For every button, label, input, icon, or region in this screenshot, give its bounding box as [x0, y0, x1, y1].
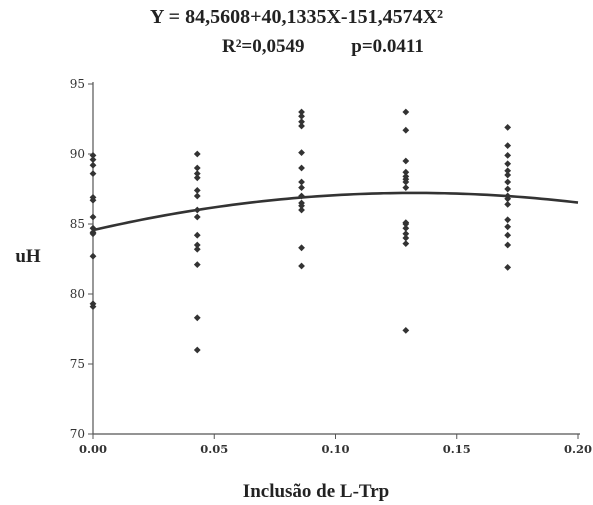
data-point [504, 178, 512, 186]
data-point [193, 164, 201, 172]
data-point [504, 264, 512, 271]
data-point [193, 314, 201, 322]
data-point [402, 327, 410, 334]
data-point [298, 178, 305, 186]
y-tick-label: 90 [70, 147, 85, 161]
data-point [89, 170, 97, 177]
data-point [193, 241, 201, 249]
chart-axes: 70 75 80 85 90 95 0.00 0.05 0.10 0.15 0.20 [70, 77, 592, 456]
data-point [89, 213, 97, 221]
data-point [402, 230, 410, 238]
data-point [402, 240, 410, 247]
data-point [89, 252, 97, 260]
data-point [504, 124, 512, 131]
data-point [298, 108, 305, 116]
data-point [298, 202, 305, 210]
fitted-curve-line [92, 191, 579, 232]
data-point [504, 171, 512, 179]
fitted-curve-group [92, 191, 579, 232]
data-point [504, 185, 512, 193]
data-point [193, 346, 201, 354]
data-point [193, 174, 201, 182]
data-point [402, 108, 410, 116]
data-point [193, 150, 201, 158]
data-point [89, 224, 97, 232]
data-point [298, 112, 305, 120]
r-squared-label: R²=0,0549 [222, 36, 305, 57]
p-value-label: p=0.0411 [351, 36, 424, 57]
y-tick-label: 85 [70, 217, 85, 231]
chart-title-equation: Y = 84,5608+40,1335X-151,4574X² [149, 6, 444, 28]
x-tick-label: 0.15 [443, 442, 471, 456]
data-point [298, 184, 305, 191]
data-point [298, 122, 305, 130]
data-point [298, 164, 305, 172]
data-point [298, 149, 305, 156]
data-point [504, 241, 512, 249]
data-point [193, 261, 201, 268]
x-tick-label: 0.00 [79, 442, 107, 456]
data-point [298, 262, 305, 270]
data-point [193, 192, 201, 200]
y-tick-label: 75 [70, 357, 85, 371]
data-point [402, 184, 410, 191]
x-axis-title: Inclusão de L-Trp [243, 481, 389, 502]
data-point [89, 161, 97, 169]
data-point [193, 245, 201, 253]
data-point [298, 206, 305, 214]
data-point [89, 230, 97, 238]
data-point [504, 201, 512, 208]
data-point [504, 223, 512, 231]
data-point [193, 231, 201, 239]
data-point [402, 219, 410, 226]
data-points [89, 108, 512, 354]
y-tick-label: 95 [70, 77, 85, 91]
data-point [504, 160, 512, 168]
y-tick-label: 80 [70, 287, 85, 301]
data-point [504, 216, 512, 224]
data-point [504, 152, 512, 159]
data-point [89, 156, 97, 163]
x-tick-label: 0.05 [200, 442, 228, 456]
data-point [504, 167, 512, 175]
data-point [402, 168, 410, 176]
data-point [402, 157, 410, 165]
data-point [402, 175, 410, 183]
y-axis-title: uH [15, 246, 41, 267]
chart-subtitle-stats: R²=0,0549 p=0.0411 [92, 36, 424, 58]
data-point [504, 231, 512, 239]
data-point [402, 234, 410, 242]
data-point [193, 213, 201, 221]
data-point [504, 142, 512, 149]
data-point [298, 118, 305, 126]
data-point [193, 170, 201, 177]
data-point [89, 152, 97, 159]
data-point [89, 303, 97, 310]
data-point [402, 126, 410, 134]
y-tick-label: 70 [70, 427, 85, 441]
data-point [193, 187, 201, 194]
data-point [402, 224, 410, 232]
x-tick-label: 0.10 [321, 442, 349, 456]
data-point [89, 196, 97, 204]
data-point [298, 244, 305, 252]
x-tick-label: 0.20 [564, 442, 592, 456]
